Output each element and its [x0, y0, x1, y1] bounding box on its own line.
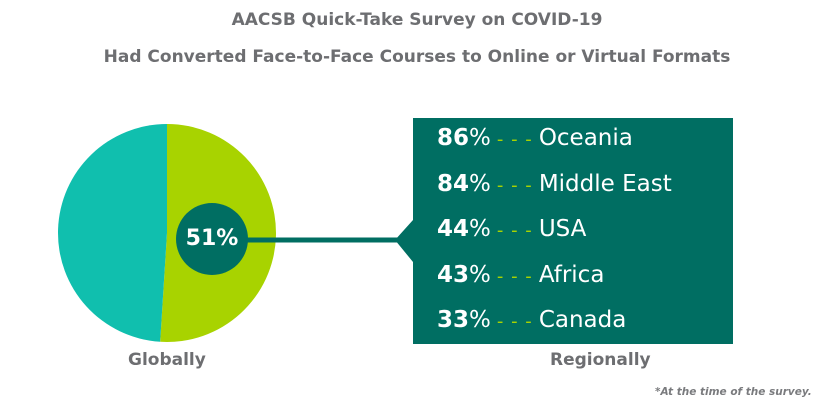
region-name: USA: [538, 216, 587, 242]
chart-title: AACSB Quick-Take Survey on COVID-19: [231, 10, 603, 30]
region-value: 86: [437, 125, 470, 151]
footnote: *At the time of the survey.: [655, 386, 812, 398]
dash-separator: - - -: [496, 129, 533, 150]
region-name: Oceania: [538, 125, 633, 151]
region-row-africa: 43% - - - Africa: [437, 262, 604, 288]
chart-subtitle: Had Converted Face-to-Face Courses to On…: [103, 47, 731, 67]
pie-slice-other: [58, 124, 168, 342]
region-name: Canada: [538, 307, 627, 333]
region-value: 43: [437, 261, 470, 288]
percent-sign: %: [469, 307, 491, 333]
region-value: 84: [437, 170, 470, 197]
region-value: 44: [437, 216, 470, 242]
regionally-label: Regionally: [550, 350, 651, 370]
percent-sign: %: [469, 170, 491, 197]
region-name: Africa: [538, 261, 605, 288]
dash-separator: - - -: [496, 174, 533, 196]
region-row-usa: 44% - - - USA: [437, 216, 586, 242]
dash-separator: - - -: [496, 220, 533, 241]
percent-sign: %: [469, 216, 491, 242]
region-name: Middle East: [538, 170, 672, 197]
dash-separator: - - -: [496, 265, 533, 287]
region-row-middle-east: 84% - - - Middle East: [437, 171, 672, 197]
region-value: 33: [437, 307, 470, 333]
percent-sign: %: [469, 261, 491, 288]
global-value-label: 51%: [185, 226, 239, 251]
globally-label: Globally: [128, 350, 206, 370]
regional-callout-box: [395, 118, 733, 344]
global-value-badge: [176, 203, 248, 275]
percent-sign: %: [469, 125, 491, 151]
region-row-canada: 33% - - - Canada: [437, 307, 626, 333]
dash-separator: - - -: [496, 311, 533, 332]
region-row-oceania: 86% - - - Oceania: [437, 125, 633, 151]
